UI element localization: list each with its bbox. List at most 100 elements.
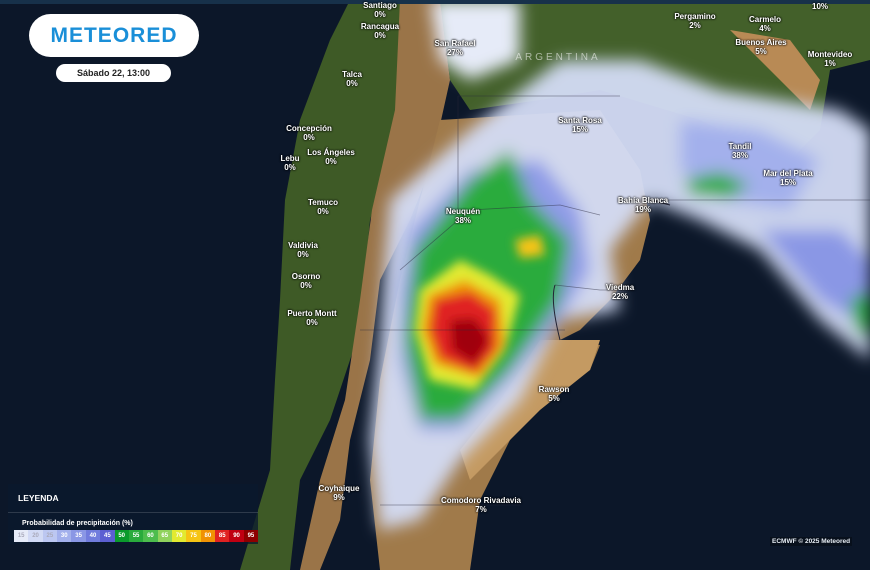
city-label[interactable]: Puerto Montt 0%	[287, 309, 336, 327]
legend-swatch: 85	[215, 530, 230, 542]
top-bar	[0, 0, 870, 4]
legend-swatch: 90	[229, 530, 244, 542]
legend-swatch: 35	[71, 530, 86, 542]
coastline-river	[552, 199, 671, 341]
city-name: Montevideo	[807, 50, 853, 59]
city-name: Puerto Montt	[287, 309, 337, 318]
legend-swatch: 50	[114, 530, 129, 542]
city-value: 19%	[634, 205, 651, 214]
city-name: Buenos Aires	[735, 38, 787, 47]
city-value: 0%	[374, 31, 386, 40]
city-value: 0%	[317, 207, 329, 216]
city-label[interactable]: Bahía Blanca 19%	[618, 196, 668, 214]
legend-color-scale: 15 20 25 30 35 40 45 50 55 60 65 70 75 80 85 90 95	[14, 530, 259, 542]
city-name: Tandil	[728, 142, 752, 151]
city-label[interactable]: Osorno 0%	[292, 272, 320, 290]
city-name: Pergamino	[674, 12, 716, 21]
province-borders	[360, 95, 870, 506]
credit-text: ECMWF © 2025 Meteored	[770, 537, 853, 546]
city-name: Concepción	[286, 124, 332, 133]
city-name: Temuco	[307, 198, 339, 207]
legend: LEYENDA Probabilidad de precipitación (%…	[8, 484, 259, 544]
legend-swatch: 95	[243, 530, 259, 542]
city-label[interactable]: Concepción 0%	[286, 124, 332, 142]
city-value: 27%	[446, 48, 463, 57]
city-name: Comodoro Rivadavia	[440, 496, 522, 505]
legend-swatch: 25	[42, 530, 58, 542]
city-value: 15%	[571, 125, 589, 134]
legend-subtitle: Probabilidad de precipitación (%)	[22, 520, 133, 527]
city-label[interactable]: Mar del Plata 15%	[763, 169, 812, 187]
city-value: 0%	[303, 133, 315, 142]
meteored-logo[interactable]: METEORED	[29, 14, 199, 57]
city-label[interactable]: Lebu 0%	[280, 154, 299, 172]
legend-title: LEYENDA	[18, 493, 59, 503]
legend-swatch: 20	[28, 530, 43, 542]
city-value: 1%	[824, 59, 836, 68]
city-value: 0%	[325, 157, 337, 166]
city-value: 10%	[811, 2, 829, 11]
city-label[interactable]: Temuco 0%	[308, 198, 338, 216]
city-label[interactable]: Coyhaique 9%	[319, 484, 360, 502]
legend-swatch: 55	[128, 530, 144, 542]
forecast-datetime: Sábado 22, 13:00	[56, 64, 171, 82]
city-value: 4%	[759, 24, 771, 33]
city-name: Los Ángeles	[307, 148, 355, 157]
city-name: Lebu	[280, 154, 300, 163]
city-value: 0%	[300, 281, 312, 290]
city-name: Valdivia	[288, 241, 318, 250]
legend-swatch: 15	[14, 530, 29, 542]
city-label[interactable]: Santa Rosa 15%	[558, 116, 602, 134]
legend-swatch: 65	[157, 530, 172, 542]
legend-swatch: 60	[143, 530, 158, 542]
city-value: 0%	[297, 250, 309, 259]
legend-divider	[8, 512, 258, 513]
legend-swatch: 70	[171, 530, 187, 542]
city-label[interactable]: Buenos Aires 5%	[735, 38, 786, 56]
city-label[interactable]: San Rafael 27%	[435, 39, 476, 57]
country-label: ARGENTINA	[515, 52, 601, 63]
city-label[interactable]: 10%	[812, 2, 828, 11]
city-name: Viedma	[605, 283, 635, 292]
city-label[interactable]: Pergamino 2%	[674, 12, 715, 30]
city-label[interactable]: Rawson 5%	[539, 385, 570, 403]
city-label[interactable]: Los Ángeles 0%	[307, 148, 355, 166]
city-label[interactable]: Santiago 0%	[363, 1, 397, 19]
city-label[interactable]: Viedma 22%	[606, 283, 634, 301]
logo-text: METEORED	[50, 23, 178, 47]
city-value: 9%	[333, 493, 345, 502]
city-value: 7%	[475, 505, 487, 514]
city-name: Mar del Plata	[763, 169, 813, 178]
city-name: Rawson	[538, 385, 570, 394]
legend-swatch: 75	[186, 530, 201, 542]
city-value: 22%	[611, 292, 628, 301]
city-value: 38%	[731, 151, 748, 160]
city-name: Talca	[342, 70, 362, 79]
city-label[interactable]: Carmelo 4%	[749, 15, 781, 33]
city-value: 15%	[779, 178, 797, 187]
land-andes	[300, 0, 450, 570]
city-name: Santiago	[363, 1, 397, 10]
city-name: Neuquén	[445, 207, 481, 216]
legend-swatch: 30	[57, 530, 72, 542]
city-label[interactable]: Talca 0%	[342, 70, 362, 88]
city-value: 5%	[755, 47, 767, 56]
city-value: 0%	[374, 10, 386, 19]
city-value: 0%	[284, 163, 296, 172]
city-label[interactable]: Comodoro Rivadavia 7%	[441, 496, 521, 514]
city-value: 0%	[346, 79, 358, 88]
city-name: Osorno	[291, 272, 321, 281]
legend-swatch: 80	[200, 530, 216, 542]
city-label[interactable]: Montevideo 1%	[808, 50, 852, 68]
city-value: 2%	[689, 21, 701, 30]
city-name: Coyhaique	[318, 484, 360, 493]
land-east-coast	[460, 340, 600, 480]
city-label[interactable]: Tandil 38%	[729, 142, 752, 160]
legend-swatch: 45	[100, 530, 115, 542]
city-label[interactable]: Neuquén 38%	[446, 207, 480, 225]
city-value: 0%	[306, 318, 318, 327]
city-label[interactable]: Valdivia 0%	[288, 241, 318, 259]
city-name: Bahía Blanca	[617, 196, 669, 205]
city-label[interactable]: Rancagua 0%	[361, 22, 399, 40]
